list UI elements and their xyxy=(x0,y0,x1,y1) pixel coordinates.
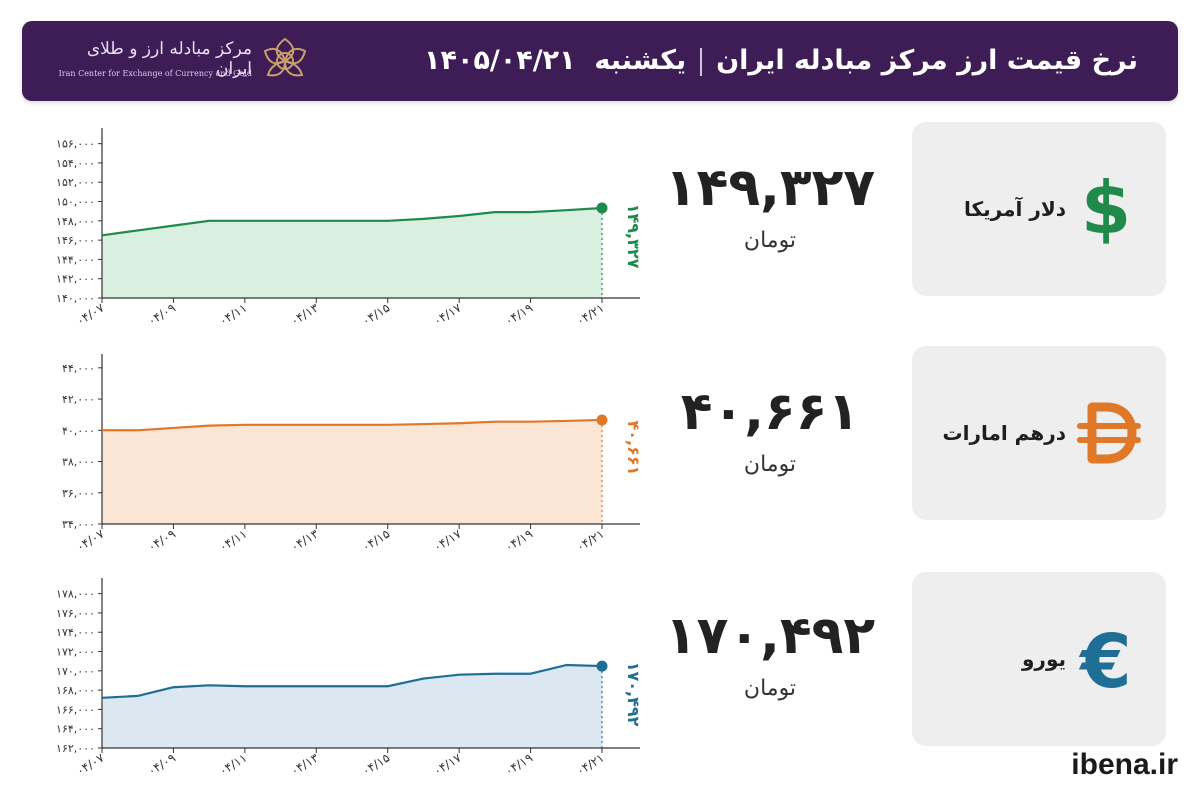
header-date: ۱۴۰۵/۰۴/۲۱ xyxy=(424,45,576,76)
area-fill xyxy=(102,419,602,524)
x-tick-label: ۰۴/۱۳ xyxy=(288,300,321,328)
dirham-icon xyxy=(1077,402,1141,464)
y-tick-label: ۱۷۸,۰۰۰ xyxy=(56,588,95,601)
end-value-label: ۱۴۹,۳۲۷ xyxy=(624,204,643,269)
aed-value: ۴۰,۶۶۱ xyxy=(680,382,860,442)
y-tick-label: ۴۰,۰۰۰ xyxy=(62,424,95,437)
x-tick-label: ۰۴/۱۷ xyxy=(431,526,464,554)
y-tick-label: ۳۴,۰۰۰ xyxy=(62,518,95,531)
area-fill xyxy=(102,665,602,748)
end-point xyxy=(596,660,608,672)
header-title-text: نرخ قیمت ارز مرکز مبادله ایران xyxy=(716,45,1138,76)
header-title: نرخ قیمت ارز مرکز مبادله ایران یکشنبه ۱۴۰… xyxy=(424,21,1138,101)
x-tick-label: ۰۴/۱۷ xyxy=(431,300,464,328)
x-tick-label: ۰۴/۱۹ xyxy=(502,301,535,329)
x-tick-label: ۰۴/۱۵ xyxy=(360,751,393,779)
logo: مرکز مبادله ارز و طلای ایران Iran Center… xyxy=(52,35,322,87)
series-line xyxy=(101,663,603,699)
y-tick-label: ۳۶,۰۰۰ xyxy=(62,487,95,500)
x-tick-label: ۰۴/۱۷ xyxy=(431,750,464,778)
y-tick-label: ۳۸,۰۰۰ xyxy=(62,456,95,469)
x-tick-label: ۰۴/۱۵ xyxy=(360,301,393,329)
x-tick-label: ۰۴/۲۱ xyxy=(574,751,607,779)
header-day: یکشنبه xyxy=(594,45,687,76)
usd-name: دلار آمریکا xyxy=(964,197,1066,221)
y-tick-label: ۴۲,۰۰۰ xyxy=(62,393,95,406)
eur-unit: تومان xyxy=(743,676,797,701)
aed-card: درهم امارات xyxy=(912,346,1166,520)
x-tick-label: ۰۴/۰۹ xyxy=(145,527,178,555)
usd-unit: تومان xyxy=(743,228,797,253)
y-tick-label: ۱۵۰,۰۰۰ xyxy=(56,196,95,209)
aed-chart: ۳۴,۰۰۰ ۳۶,۰۰۰ ۳۸,۰۰۰ ۴۰,۰۰۰ ۴۲,۰۰۰ ۴۴,۰۰۰ ۰۴/۰… xyxy=(62,354,643,555)
eur-panel: ۱۶۲,۰۰۰ ۱۶۴,۰۰۰ ۱۶۶,۰۰۰ ۱۶۸,۰۰۰ ۱۷۰,۰۰۰ ۱۷۲,۰… xyxy=(0,0,1200,778)
x-tick-label: ۰۴/۱۳ xyxy=(288,750,321,778)
end-point xyxy=(596,202,608,214)
usd-value: ۱۴۹,۳۲۷ xyxy=(664,158,876,218)
x-tick-label: ۰۴/۱۳ xyxy=(288,526,321,554)
x-tick-label: ۰۴/۱۹ xyxy=(502,751,535,779)
y-tick-label: ۱۶۶,۰۰۰ xyxy=(56,703,95,716)
header-bar: مرکز مبادله ارز و طلای ایران Iran Center… xyxy=(22,21,1178,101)
dollar-icon: $ xyxy=(1081,169,1131,249)
end-point xyxy=(596,414,608,426)
y-tick-label: ۱۷۰,۰۰۰ xyxy=(56,665,95,678)
y-tick-label: ۱۶۴,۰۰۰ xyxy=(56,723,95,736)
y-tick-label: ۱۶۲,۰۰۰ xyxy=(56,742,95,755)
x-tick-label: ۰۴/۱۵ xyxy=(360,527,393,555)
y-tick-label: ۱۴۲,۰۰۰ xyxy=(56,273,95,286)
y-tick-label: ۱۵۴,۰۰۰ xyxy=(56,157,95,170)
y-tick-label: ۱۷۴,۰۰۰ xyxy=(56,626,95,639)
usd-panel: ۱۴۰,۰۰۰ ۱۴۲,۰۰۰ ۱۴۴,۰۰۰ ۱۴۶,۰۰۰ ۱۴۸,۰۰۰ ۱۵۰,۰… xyxy=(0,0,1200,328)
y-tick-label: ۱۷۶,۰۰۰ xyxy=(56,607,95,620)
usd-chart: ۱۴۰,۰۰۰ ۱۴۲,۰۰۰ ۱۴۴,۰۰۰ ۱۴۶,۰۰۰ ۱۴۸,۰۰۰ ۱۵۰,۰… xyxy=(56,128,643,329)
svg-text:$: $ xyxy=(1081,169,1131,249)
x-tick-label: ۰۴/۱۱ xyxy=(217,301,250,329)
eur-name: یورو xyxy=(1022,647,1066,671)
x-tick-label: ۰۴/۰۹ xyxy=(145,751,178,779)
y-tick-label: ۴۴,۰۰۰ xyxy=(62,362,95,375)
x-tick-label: ۰۴/۲۱ xyxy=(574,527,607,555)
x-tick-label: ۰۴/۱۱ xyxy=(217,527,250,555)
usd-card: دلار آمریکا $ xyxy=(912,122,1166,296)
x-tick-label: ۰۴/۰۹ xyxy=(145,301,178,329)
series-line xyxy=(102,418,603,432)
euro-icon: € xyxy=(1078,619,1132,699)
eur-card: یورو € xyxy=(912,572,1166,746)
logo-text-fa: مرکز مبادله ارز و طلای ایران xyxy=(86,39,252,79)
area-fill xyxy=(102,208,602,298)
y-tick-label: ۱۴۰,۰۰۰ xyxy=(56,292,95,305)
logo-emblem-icon xyxy=(263,37,307,77)
y-tick-label: ۱۴۸,۰۰۰ xyxy=(56,215,95,228)
y-tick-label: ۱۵۲,۰۰۰ xyxy=(56,176,95,189)
svg-text:€: € xyxy=(1078,619,1132,699)
eur-chart: ۱۶۲,۰۰۰ ۱۶۴,۰۰۰ ۱۶۶,۰۰۰ ۱۶۸,۰۰۰ ۱۷۰,۰۰۰ ۱۷۲,۰… xyxy=(56,578,643,779)
x-tick-label: ۰۴/۱۱ xyxy=(217,751,250,779)
aed-name: درهم امارات xyxy=(942,421,1066,445)
aed-unit: تومان xyxy=(743,452,797,477)
end-value-label: ۴۰,۶۶۱ xyxy=(624,421,643,476)
header-divider xyxy=(700,47,703,76)
y-tick-label: ۱۴۶,۰۰۰ xyxy=(56,234,95,247)
x-tick-label: ۰۴/۲۱ xyxy=(574,301,607,329)
logo-text-en: Iran Center for Exchange of Currency and… xyxy=(58,69,252,78)
x-tick-label: ۰۴/۱۹ xyxy=(502,527,535,555)
end-value-label: ۱۷۰,۴۹۲ xyxy=(624,662,643,727)
y-tick-label: ۱۴۴,۰۰۰ xyxy=(56,253,95,266)
brand-url[interactable]: ibena.ir xyxy=(1071,748,1178,781)
series-line xyxy=(101,206,603,237)
y-tick-label: ۱۶۸,۰۰۰ xyxy=(56,684,95,697)
aed-panel: ۳۴,۰۰۰ ۳۶,۰۰۰ ۳۸,۰۰۰ ۴۰,۰۰۰ ۴۲,۰۰۰ ۴۴,۰۰۰ ۰۴/۰… xyxy=(0,0,1200,554)
y-tick-label: ۱۷۲,۰۰۰ xyxy=(56,646,95,659)
y-tick-label: ۱۵۶,۰۰۰ xyxy=(56,138,95,151)
eur-value: ۱۷۰,۴۹۲ xyxy=(664,606,876,666)
